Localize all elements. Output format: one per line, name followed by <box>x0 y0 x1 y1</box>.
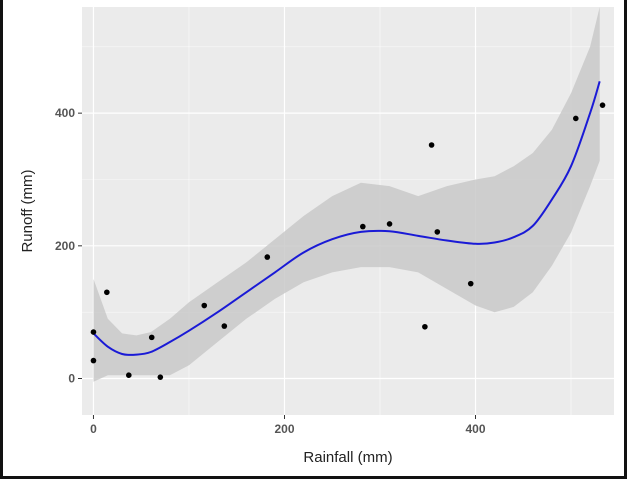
data-point <box>264 254 271 260</box>
data-point <box>572 115 579 122</box>
x-tick-label: 0 <box>90 422 97 436</box>
smooth-line <box>92 81 601 356</box>
data-point <box>428 142 435 148</box>
y-axis-ticks: 0 200 400 <box>55 106 82 386</box>
data-point <box>148 334 155 341</box>
data-point <box>126 372 132 378</box>
data-point <box>434 229 441 235</box>
y-tick-label: 0 <box>68 372 75 386</box>
x-axis-title: Rainfall (mm) <box>303 449 392 466</box>
data-point <box>386 221 393 227</box>
data-point <box>422 323 428 330</box>
data-point <box>360 223 366 230</box>
x-tick-label: 400 <box>465 422 485 436</box>
y-tick-label: 200 <box>55 239 75 253</box>
y-tick-label: 400 <box>55 106 75 120</box>
data-point <box>201 302 208 309</box>
data-point <box>157 374 164 380</box>
data-point <box>90 357 97 364</box>
data-point <box>90 329 97 335</box>
data-points <box>90 102 606 380</box>
data-point <box>599 102 606 108</box>
confidence-ribbon <box>93 7 600 382</box>
data-point <box>221 323 228 329</box>
y-axis-title: Runoff (mm) <box>19 169 36 252</box>
data-point <box>104 289 110 296</box>
x-tick-label: 200 <box>274 422 294 436</box>
x-axis-ticks: 0 200 400 <box>90 415 486 436</box>
data-point <box>467 280 474 287</box>
